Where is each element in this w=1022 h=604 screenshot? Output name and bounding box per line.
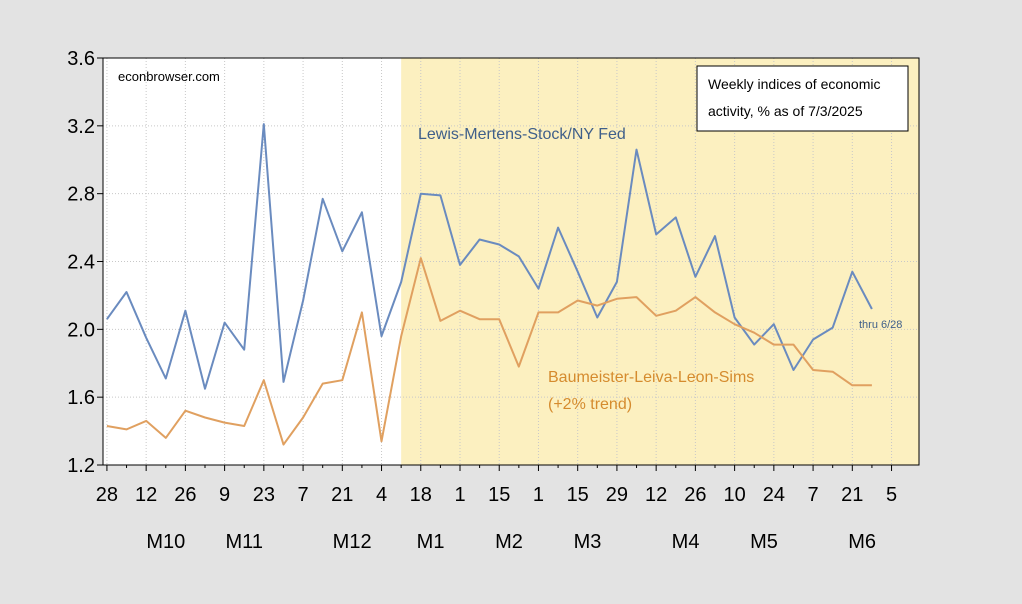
x-tick-label: 18 [410,484,432,506]
x-tick-label: 1 [454,484,465,506]
x-tick-label: 12 [645,484,667,506]
y-tick-label: 2.4 [67,252,95,274]
y-axis-ticks: 1.2 1.6 2.0 2.4 2.8 3.2 3.6 [67,48,103,477]
y-tick-label: 2.0 [67,319,95,341]
series-label-blls: Baumeister-Leiva-Leon-Sims [548,369,754,386]
x-tick-label: 15 [567,484,589,506]
x-month-label: M10 [146,531,185,553]
x-tick-label: 12 [135,484,157,506]
series-label-blls-line2: (+2% trend) [548,396,632,413]
x-tick-label: 28 [96,484,118,506]
x-tick-label: 29 [606,484,628,506]
x-month-label: M3 [574,531,602,553]
y-tick-label: 3.2 [67,116,95,138]
series-label-lms: Lewis-Mertens-Stock/NY Fed [418,126,626,143]
legend-box-line2: activity, % as of 7/3/2025 [708,103,863,119]
legend-box [696,65,909,132]
x-tick-label: 1 [533,484,544,506]
legend-box-line1: Weekly indices of economic [708,76,880,92]
x-tick-label: 23 [253,484,275,506]
horizontal-gridlines [103,125,919,398]
x-tick-label: 15 [488,484,510,506]
watermark: econbrowser.com [118,69,220,84]
x-tick-label: 10 [723,484,745,506]
x-tick-label: 26 [684,484,706,506]
x-axis-ticks: 28 12 26 9 23 7 21 4 18 1 15 1 15 29 12 26 10 24 7 21 5 [96,465,897,506]
x-month-label: M4 [672,531,700,553]
x-tick-label: 5 [886,484,897,506]
x-tick-label: 7 [298,484,309,506]
x-tick-label: 9 [219,484,230,506]
x-tick-label: 7 [808,484,819,506]
x-tick-label: 21 [841,484,863,506]
x-month-label: M2 [495,531,523,553]
x-month-label: M6 [848,531,876,553]
thru-annotation: thru 6/28 [859,319,902,331]
x-tick-label: 21 [331,484,353,506]
y-tick-label: 2.8 [67,184,95,206]
x-tick-label: 4 [376,484,387,506]
x-tick-label: 24 [763,484,785,506]
y-tick-label: 1.6 [67,387,95,409]
series-lines [106,123,873,446]
x-axis-month-labels: M10 M11 M12 M1 M2 M3 M4 M5 M6 [146,531,876,553]
y-tick-label: 3.6 [67,48,95,70]
x-tick-label: 26 [174,484,196,506]
x-month-label: M5 [750,531,778,553]
x-month-label: M11 [226,531,263,553]
x-month-label: M12 [333,531,372,553]
series-line-lms [106,123,873,390]
series-line-blls [106,257,872,446]
x-month-label: M1 [417,531,445,553]
y-tick-label: 1.2 [67,455,95,477]
